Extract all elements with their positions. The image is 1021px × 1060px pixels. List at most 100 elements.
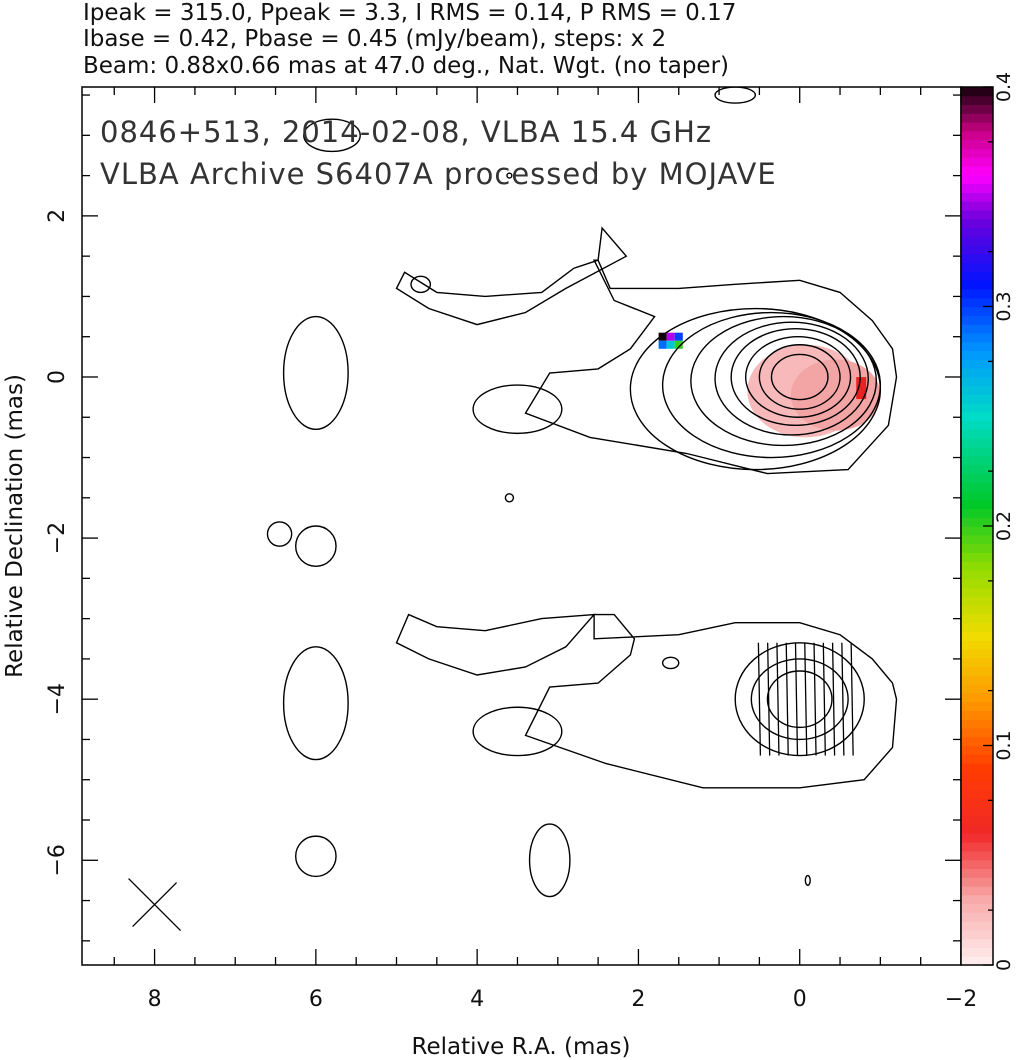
colorbar-segment [961,245,993,255]
evpa-vector [841,642,845,756]
colorbar-segment [961,947,993,957]
colorbar-segment [961,411,993,422]
colorbar-segment [961,929,993,940]
lower-island-contour [661,656,680,670]
colorbar-tick-label: 0 [993,959,1015,971]
colorbar-segment [961,288,993,299]
colorbar-segment [961,113,993,123]
colorbar-segment [961,174,993,185]
beam-marker-minor [132,882,178,928]
lower-outer-contour [524,613,898,789]
colorbar-segment [961,631,993,641]
y-tick-label: −6 [45,844,70,876]
upper-island-contour [506,172,513,179]
upper-plume-contour [395,226,628,326]
colorbar-segment [961,473,993,483]
colorbar-segment [961,359,993,369]
colorbar-segment [961,824,993,834]
polarization-pixel [666,340,675,349]
colorbar-segment [961,859,993,870]
upper-core-contour [744,336,852,418]
upper-outer-contour [524,259,898,475]
chart-title-line-1: 0846+513, 2014-02-08, VLBA 15.4 GHz [100,115,712,149]
colorbar-segment [961,438,993,448]
colorbar-segment [961,561,993,571]
colorbar-segment [961,587,993,597]
colorbar-segment [961,613,993,624]
colorbar-segment [961,490,993,501]
colorbar-segment [961,148,993,158]
colorbar-segment [961,104,993,114]
colorbar-segment [961,306,993,316]
evpa-vector [822,642,826,756]
upper-core-contour [629,307,882,471]
lower-core-contour [734,642,865,757]
colorbar-segment [961,736,993,747]
header-line-1: Ipeak = 315.0, Ppeak = 3.3, I RMS = 0.14… [83,0,736,26]
colorbar-segment [961,341,993,351]
upper-island-contour [714,87,757,104]
colorbar-segment [961,956,993,966]
colorbar-segment [961,429,993,439]
evpa-vector [794,642,799,756]
upper-island-contour [295,525,337,567]
x-tick-label: −2 [945,987,977,1012]
evpa-vector [767,642,771,756]
colorbar-segment [961,227,993,237]
upper-island-contour [410,275,432,294]
y-tick-label: 2 [45,209,70,223]
colorbar-segment [961,806,993,817]
colorbar-segment [961,789,993,799]
colorbar-segment [961,201,993,211]
colorbar-segment [961,903,993,913]
colorbar-segment [961,552,993,562]
colorbar-segment [961,236,993,246]
colorbar-segment [961,543,993,553]
colorbar-segment [961,394,993,404]
colorbar-segment [961,271,993,281]
colorbar-segment [961,622,993,632]
header-line-3: Beam: 0.88x0.66 mas at 47.0 deg., Nat. W… [83,53,729,79]
x-tick-label: 2 [631,987,645,1012]
colorbar-segment [961,569,993,580]
polarization-pixel [658,332,667,341]
colorbar-segment [961,446,993,457]
colorbar-segment [961,315,993,325]
lower-island-contour [295,835,337,878]
chart-title-line-2: VLBA Archive S6407A processed by MOJAVE [100,157,777,191]
colorbar-segment [961,578,993,589]
y-tick-label: −4 [45,683,70,715]
colorbar-segment [961,139,993,150]
colorbar-segment [961,499,993,510]
colorbar-segment [961,420,993,431]
upper-core-contour [714,321,869,436]
x-tick-label: 4 [470,987,484,1012]
colorbar-segment [961,350,993,360]
evpa-vector [804,642,808,756]
upper-island-contour [266,521,293,547]
colorbar-segment [961,921,993,931]
colorbar-segment [961,166,993,176]
colorbar-segment [961,640,993,650]
colorbar-segment [961,367,993,378]
colorbar-segment [961,280,993,290]
evpa-vector [757,642,762,756]
colorbar-tick-label: 0.4 [993,72,1015,102]
evpa-vector [813,642,817,756]
colorbar-segment [961,596,993,606]
lower-island-contour [804,874,811,886]
colorbar-segment [961,157,993,167]
colorbar-segment [961,771,993,782]
colorbar-frame [960,86,994,966]
colorbar-segment [961,130,993,141]
colorbar-segment [961,324,993,334]
lower-island-contour [528,823,571,898]
colorbar-segment [961,754,993,764]
plot-frame [81,86,962,966]
colorbar: 0 0.1 0.2 0.3 0.4 [961,72,1015,971]
colorbar-segment [961,482,993,492]
colorbar-segment [961,885,993,896]
lower-island-contour [472,706,563,757]
colorbar-segment [961,850,993,861]
